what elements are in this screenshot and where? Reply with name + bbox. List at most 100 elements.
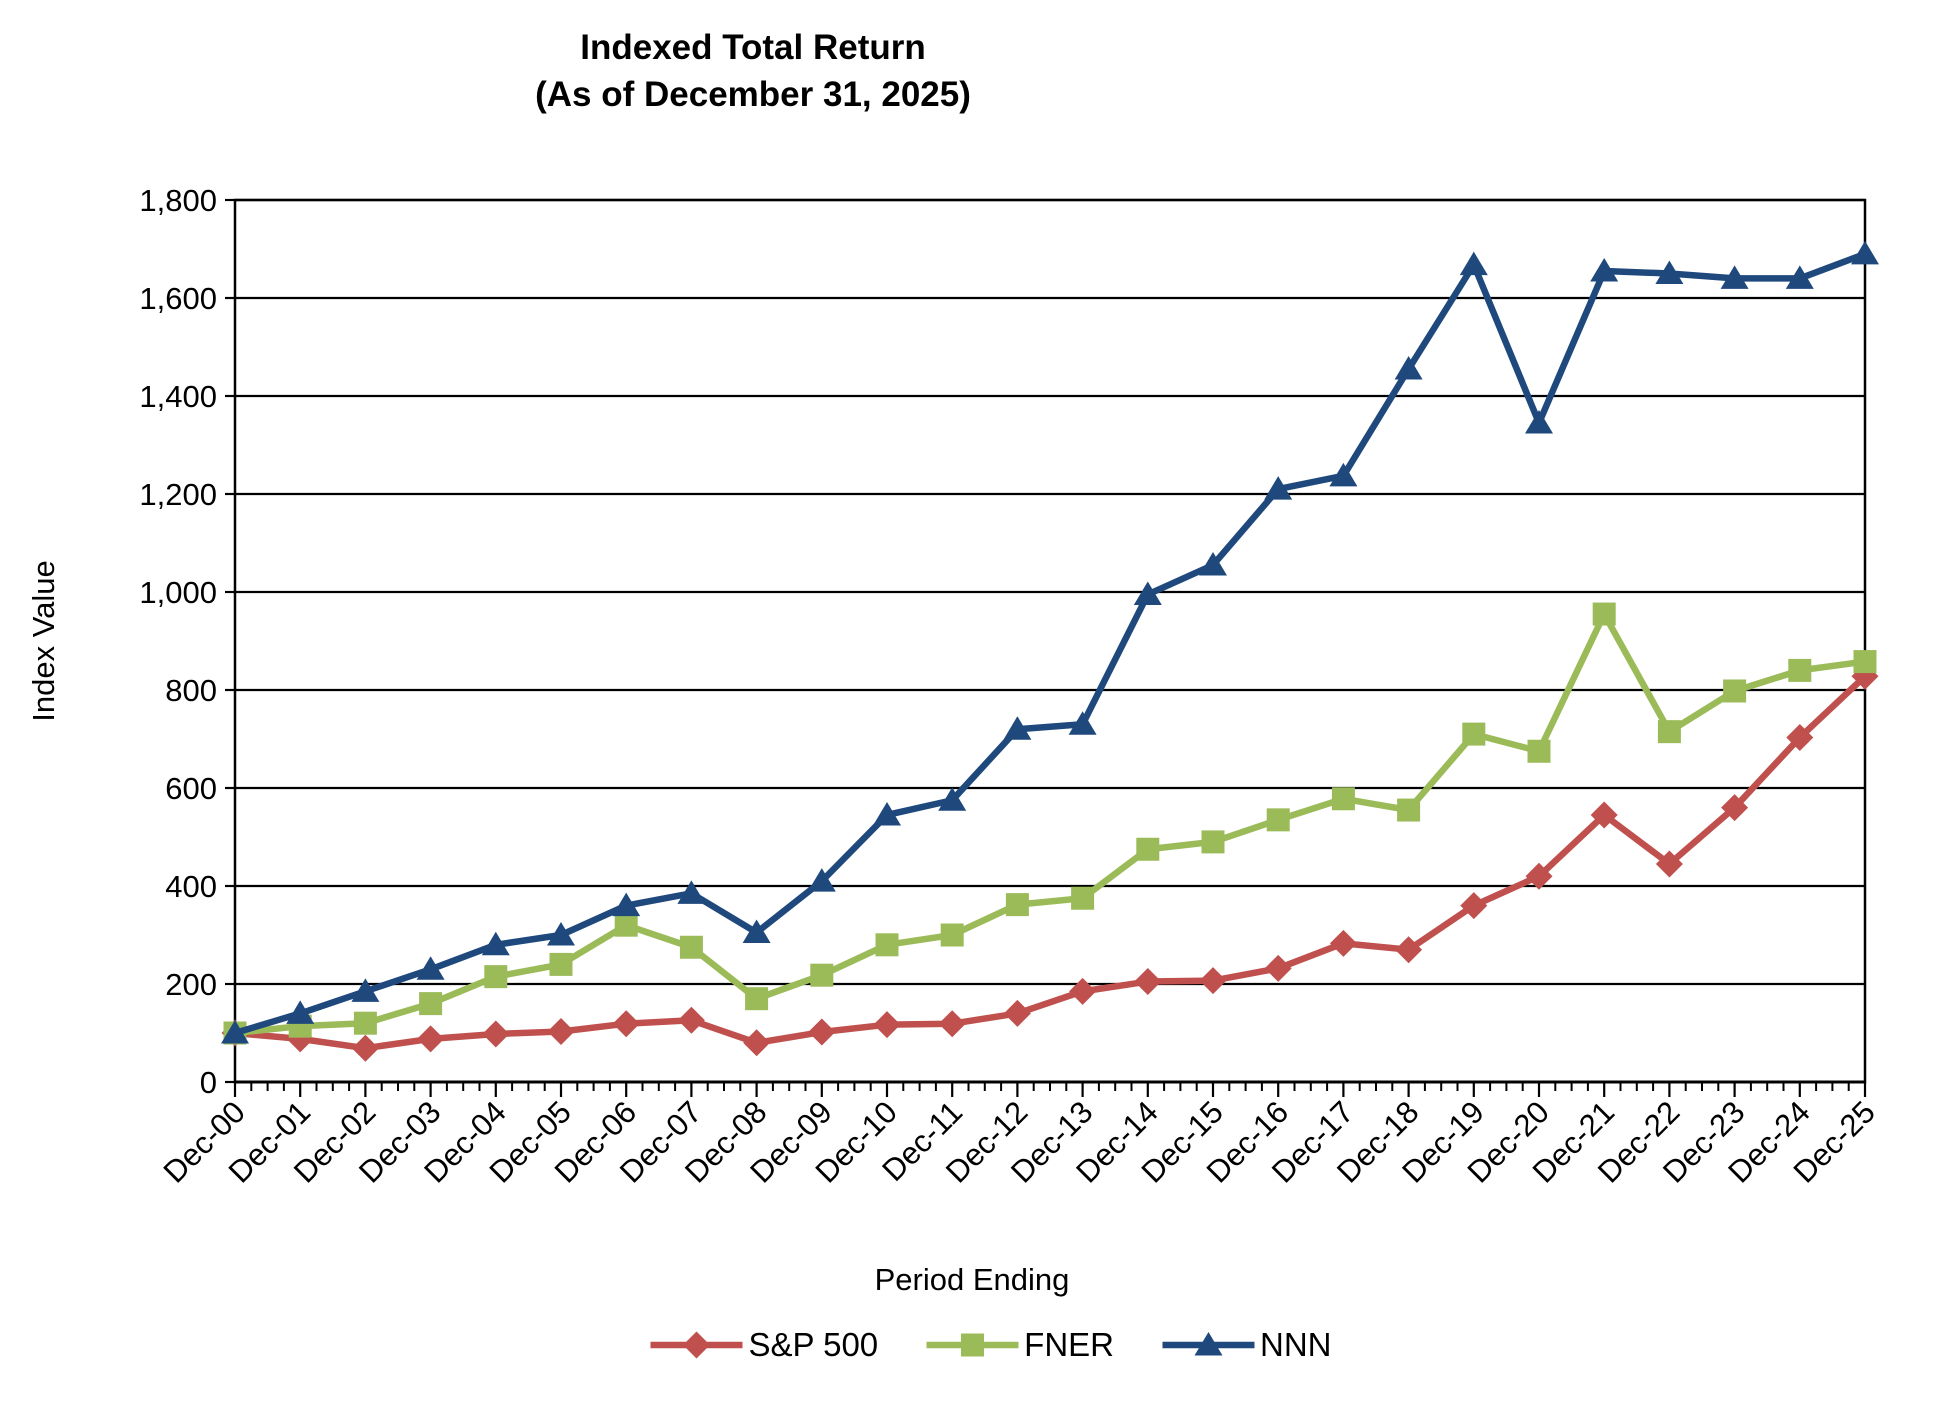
y-axis-tick-label: 1,600 — [139, 281, 217, 316]
data-point-nnn — [221, 1020, 249, 1044]
legend-label-nnn: NNN — [1260, 1326, 1332, 1363]
data-point-fner — [810, 963, 834, 987]
data-point-fner — [679, 935, 703, 959]
data-point-nnn — [1068, 711, 1097, 735]
data-point-nnn — [1133, 581, 1162, 605]
legend-item-nnn: NNN — [1160, 1326, 1332, 1364]
data-point-fner — [1527, 739, 1551, 763]
data-point-nnn — [416, 956, 445, 980]
y-axis-tick-label: 1,200 — [139, 477, 217, 512]
data-point-nnn — [1590, 258, 1619, 282]
data-point-fner — [1136, 837, 1160, 861]
data-point-nnn — [938, 787, 967, 811]
data-point-fner — [1331, 787, 1355, 811]
data-point-nnn — [1851, 240, 1879, 265]
data-point-sp500 — [1460, 892, 1488, 920]
data-point-fner — [1397, 798, 1421, 822]
data-point-nnn — [1459, 251, 1488, 276]
data-point-sp500 — [1199, 967, 1227, 995]
chart-title-block: Indexed Total Return (As of December 31,… — [535, 24, 971, 118]
data-point-nnn — [1785, 265, 1814, 289]
data-point-fner — [940, 923, 964, 947]
data-point-fner — [1657, 720, 1681, 744]
data-point-fner — [614, 913, 638, 937]
data-point-nnn — [286, 1000, 315, 1024]
data-point-sp500 — [743, 1029, 771, 1057]
square-marker-icon — [960, 1333, 984, 1357]
nnn-legend-triangle-icon — [1162, 1332, 1255, 1356]
data-point-nnn — [351, 978, 380, 1002]
chart-subtitle: (As of December 31, 2025) — [535, 75, 971, 114]
x-axis-title: Period Ending — [874, 1262, 1070, 1297]
y-axis-tick-label: 1,400 — [139, 379, 217, 414]
data-point-nnn — [742, 919, 771, 944]
data-point-nnn — [481, 931, 510, 956]
data-point-nnn — [547, 922, 575, 946]
data-point-sp500 — [1395, 936, 1423, 964]
data-point-sp500 — [1655, 850, 1683, 878]
data-point-nnn — [1394, 356, 1423, 380]
y-axis-tick-label: 0 — [200, 1065, 217, 1100]
y-axis-tick-label: 600 — [165, 771, 217, 806]
triangle-marker-icon — [1194, 1332, 1223, 1356]
data-point-fner — [1071, 886, 1095, 910]
data-point-nnn — [1003, 716, 1032, 740]
data-point-fner — [1788, 658, 1812, 682]
data-point-sp500 — [351, 1034, 379, 1062]
y-axis-title: Index Value — [26, 560, 61, 722]
data-point-sp500 — [873, 1011, 901, 1039]
data-point-fner — [745, 987, 769, 1011]
series-line-nnn — [231, 250, 1869, 1037]
data-point-sp500 — [1069, 977, 1097, 1005]
legend-label-sp500: S&P 500 — [748, 1326, 879, 1363]
data-point-sp500 — [1786, 724, 1814, 752]
data-point-sp500 — [417, 1025, 445, 1053]
data-point-sp500 — [1003, 999, 1031, 1027]
chart-title: Indexed Total Return — [580, 28, 926, 67]
series-line-sp500 — [231, 673, 1869, 1052]
legend-item-sp500: S&P 500 — [648, 1326, 878, 1364]
data-point-nnn — [612, 892, 641, 917]
data-point-nnn — [1329, 462, 1358, 487]
data-point-sp500 — [938, 1010, 966, 1038]
data-point-nnn — [873, 801, 901, 826]
data-point-sp500 — [482, 1020, 510, 1048]
data-point-fner — [1266, 808, 1290, 832]
sp500-legend-diamond-icon — [650, 1331, 743, 1359]
data-point-fner — [1201, 830, 1225, 854]
data-point-sp500 — [612, 1010, 640, 1038]
data-point-sp500 — [1134, 968, 1162, 996]
y-axis-tick-label: 1,000 — [139, 575, 217, 610]
data-point-sp500 — [677, 1006, 705, 1034]
data-point-fner — [353, 1011, 377, 1035]
y-axis-tick-label: 400 — [165, 869, 217, 904]
y-axis-tick-label: 1,800 — [139, 183, 217, 218]
data-point-fner — [484, 965, 508, 989]
y-axis-tick-label: 200 — [165, 967, 217, 1002]
data-point-sp500 — [1329, 929, 1357, 957]
data-point-nnn — [1720, 265, 1749, 289]
data-point-nnn — [1655, 260, 1684, 284]
data-point-sp500 — [1721, 794, 1749, 822]
data-point-fner — [1723, 679, 1747, 703]
data-point-fner — [1005, 893, 1029, 917]
data-point-fner — [549, 952, 573, 976]
data-point-sp500 — [1590, 801, 1618, 829]
data-point-nnn — [1264, 476, 1293, 500]
legend: S&P 500 FNER NNN — [648, 1326, 1332, 1364]
legend-label-fner: FNER — [1024, 1326, 1115, 1363]
data-point-sp500 — [808, 1018, 836, 1046]
diamond-marker-icon — [682, 1331, 710, 1359]
data-point-nnn — [677, 880, 706, 904]
data-point-fner — [419, 992, 443, 1016]
data-point-sp500 — [1264, 954, 1292, 982]
data-point-sp500 — [547, 1018, 575, 1046]
fner-legend-square-icon — [926, 1333, 1019, 1357]
legend-item-fner: FNER — [924, 1326, 1114, 1364]
data-point-nnn — [1525, 409, 1553, 434]
data-point-fner — [1462, 722, 1486, 746]
data-point-fner — [1853, 650, 1877, 674]
y-axis-tick-label: 800 — [165, 673, 217, 708]
